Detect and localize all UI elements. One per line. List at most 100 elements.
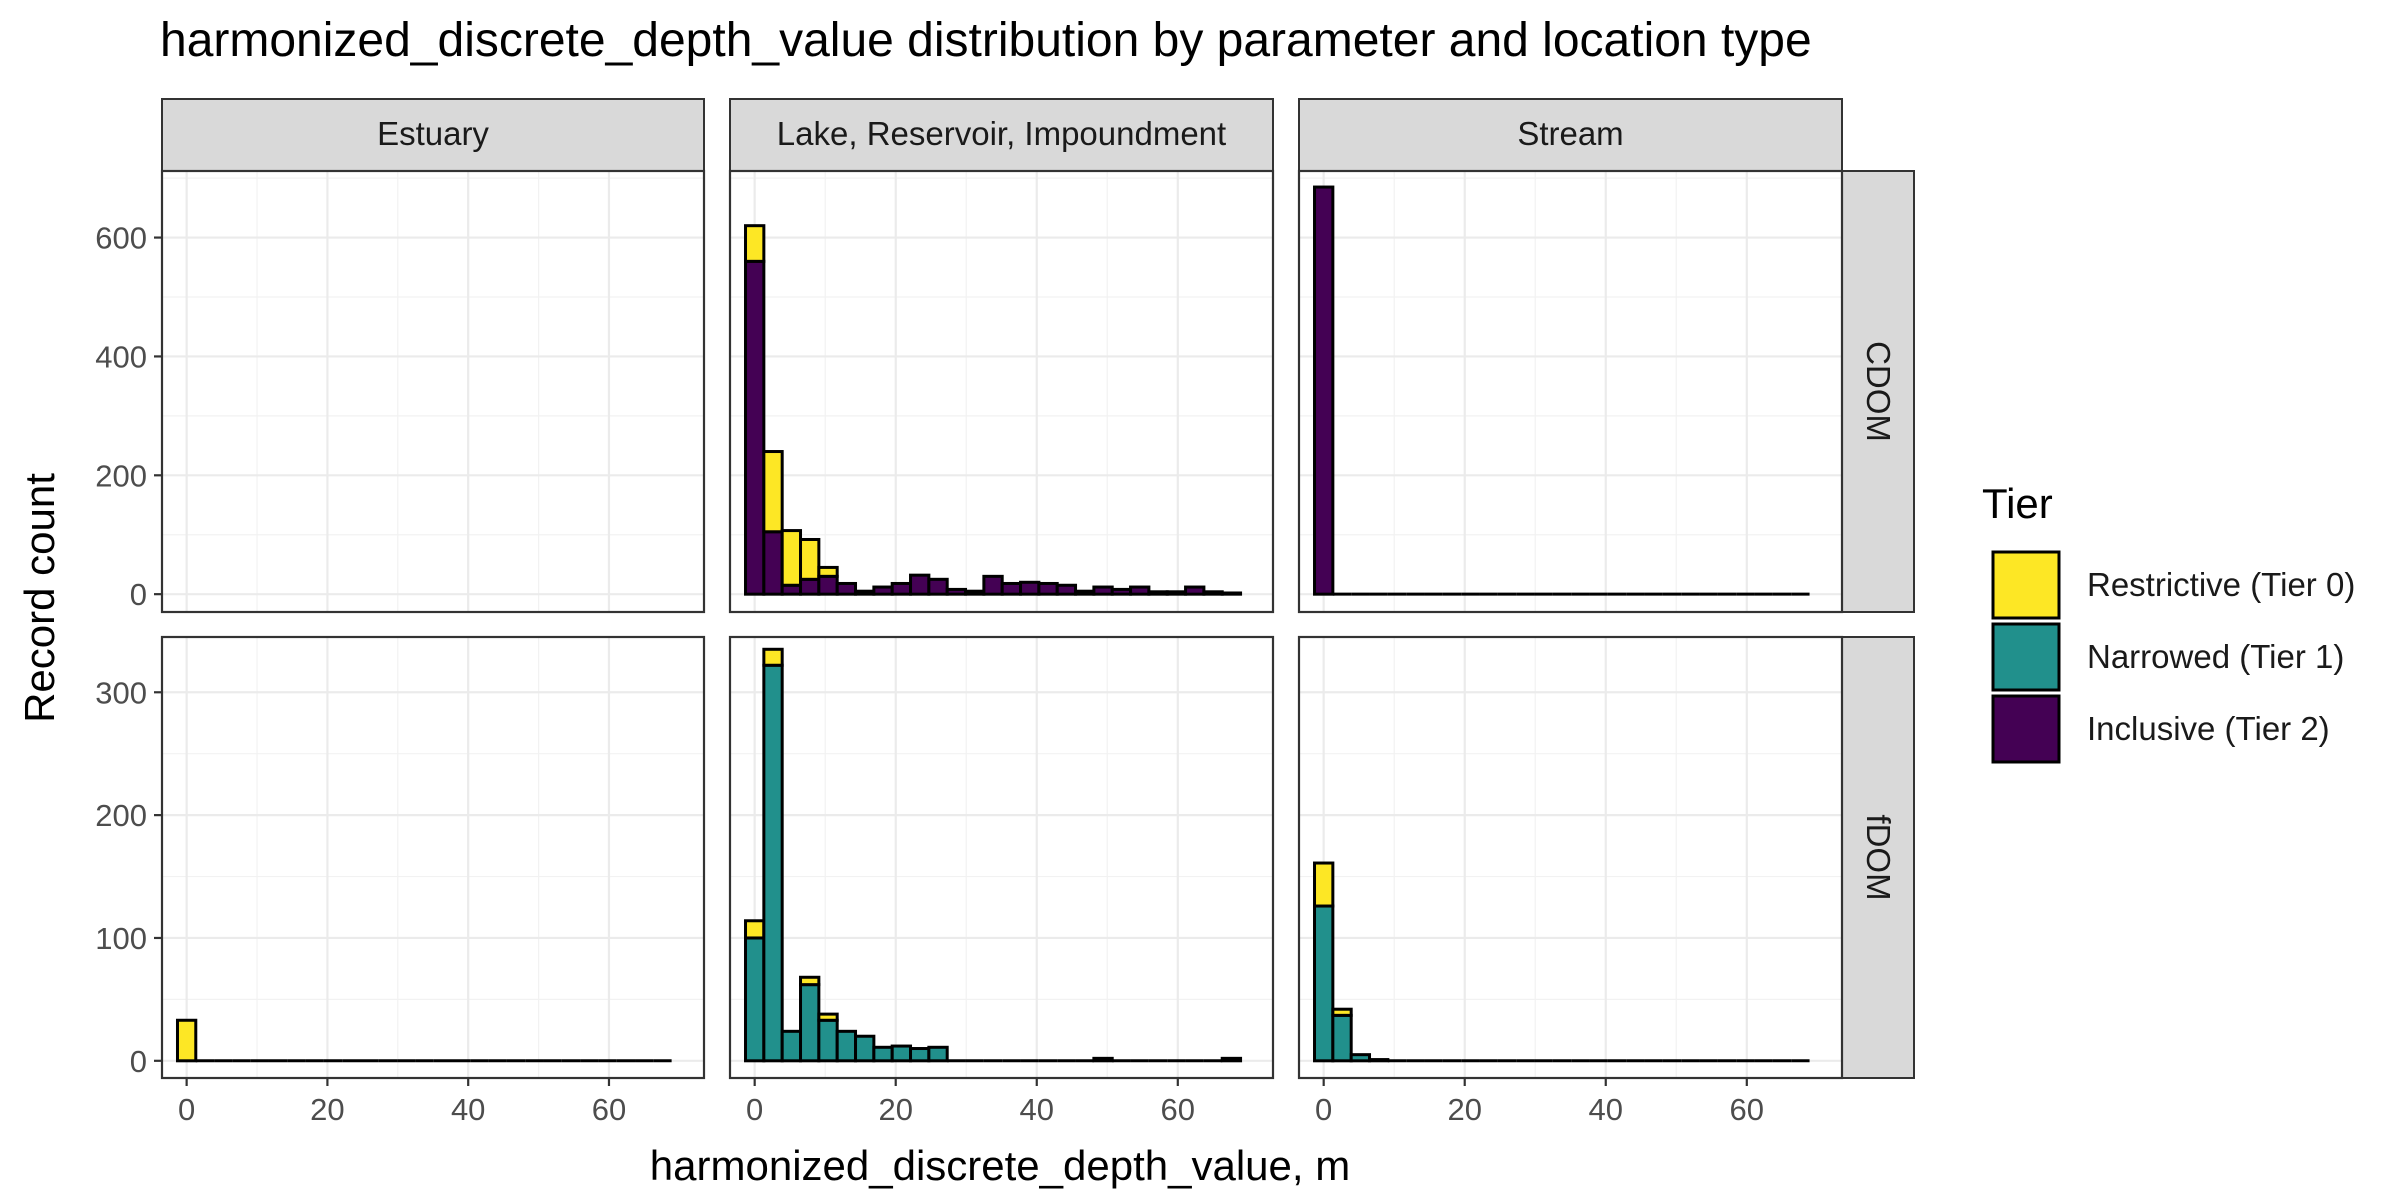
histogram-bar-tier1 [799,983,821,1063]
histogram-bar-tier1 [780,1029,803,1063]
x-tick-label: 40 [1020,1092,1054,1127]
chart-title: harmonized_discrete_depth_value distribu… [160,14,1812,67]
strip-label-stream: Stream [1517,115,1623,152]
strip-fdom [1841,636,1915,1079]
panel-cdom-lake-reservoir-impoundment [728,169,1275,614]
x-tick-label: 40 [451,1092,485,1127]
histogram-bar-tier2 [1147,590,1169,596]
legend-label-tier2: Inclusive (Tier 2) [2087,710,2330,747]
histogram-bar-tier1 [835,1029,858,1063]
histogram-bar-tier1 [890,1044,913,1063]
histogram-bar-tier1 [1092,1056,1114,1063]
x-tick-label: 60 [1730,1092,1764,1127]
y-tick-label: 100 [95,921,147,956]
x-tick-label: 20 [310,1092,344,1127]
x-tick-label: 40 [1589,1092,1623,1127]
histogram-bar-tier2 [1074,589,1096,596]
x-tick-label: 20 [878,1092,912,1127]
panel-fdom-stream: 0 20 40 60 [1297,635,1844,1127]
panel-border [1297,635,1844,1080]
histogram-bar-tier0 [780,529,803,587]
strip-estuary [161,98,705,172]
histogram-bar-tier0 [817,1012,839,1022]
histogram-bar-tier2 [1220,591,1243,596]
y-tick-label: 0 [130,1044,147,1079]
histogram-bar-tier2 [1092,585,1114,596]
y-tick-label: 0 [130,577,147,612]
x-tick-label: 20 [1447,1092,1481,1127]
histogram-bar-tier0 [762,647,784,667]
histogram-bar-tier2 [945,587,968,596]
strip-label-fdom: fDOM [1860,814,1897,900]
histogram-bar-tier2 [762,530,784,596]
histogram-bar-tier2 [854,589,876,596]
legend-label-tier0: Restrictive (Tier 0) [2087,566,2355,603]
histogram-bar-tier2 [927,577,949,596]
histogram-bar-tier0 [799,975,821,987]
facet-panels: Estuary Lake, Reservoir, Impoundment Strea… [95,98,1915,1127]
y-tick-label: 400 [95,339,147,374]
legend-swatch-tier2 [1991,694,2061,764]
histogram-bar-tier2 [964,589,986,596]
histogram-bar-tier2 [1110,587,1133,596]
histogram-bar-tier1 [744,936,766,1063]
x-tick-label: 60 [592,1092,626,1127]
histogram-bar-tier1 [762,663,784,1063]
legend: Tier Restrictive (Tier 0) Narrowed (Tier … [1982,480,2355,764]
histogram-bar-tier2 [1019,580,1041,596]
histogram-bar-tier2 [1000,581,1023,596]
histogram-bar-tier2 [1055,583,1078,596]
legend-title: Tier [1982,480,2053,527]
histogram-bar-tier1 [1313,904,1335,1063]
y-tick-label: 200 [95,458,147,493]
strip-cdom [1841,170,1915,613]
histogram-bar-tier2 [890,581,913,596]
x-tick-label: 0 [178,1092,195,1127]
histogram-bar-tier2 [1184,585,1206,596]
histogram-bar-tier1 [872,1045,894,1063]
panel-border [160,635,706,1080]
legend-swatch-tier1 [1991,622,2061,692]
histogram-bar-tier2 [1129,585,1151,596]
panel-border [1297,169,1844,614]
histogram-bar-tier0 [744,224,766,263]
histogram-bar-tier2 [872,585,894,596]
y-axis-title: Record count [16,473,63,723]
histogram-bar-tier2 [1037,581,1059,596]
histogram-bar-tier1 [817,1018,839,1063]
panel-fdom-estuary: 0 100 200 300 0 20 40 60 [95,635,706,1127]
y-tick-label: 200 [95,798,147,833]
strip-lake-reservoir-impoundment [729,98,1274,172]
strip-label-estuary: Estuary [377,115,489,152]
histogram-bar-tier1 [1331,1013,1353,1063]
histogram-bar-tier2 [799,577,821,596]
legend-label-tier1: Narrowed (Tier 1) [2087,638,2344,675]
histogram-bar-tier1 [1349,1053,1372,1063]
panel-border [728,169,1275,614]
histogram-bar-tier0 [817,565,839,578]
legend-swatch-tier0 [1991,550,2061,620]
histogram-bar-tier2 [909,573,931,596]
histogram-bar-tier1 [854,1034,876,1063]
histogram-bar-tier1 [1220,1056,1243,1063]
y-tick-label: 300 [95,675,147,710]
histogram-bar-tier0 [1313,861,1335,908]
histogram-bar-tier0 [744,919,766,940]
panel-cdom-stream [1297,169,1844,614]
histogram-bar-tier0 [1331,1007,1353,1017]
y-tick-label: 600 [95,221,147,256]
histogram-bar-tier2 [835,581,858,596]
histogram-bar-tier2 [1202,590,1224,596]
histogram-bar-tier2 [744,259,766,596]
strip-label-cdom: CDOM [1860,341,1897,442]
strip-label-lake-reservoir-impoundment: Lake, Reservoir, Impoundment [777,115,1226,152]
panel-cdom-estuary: 0 200 400 600 [95,169,706,614]
x-tick-label: 0 [1315,1092,1332,1127]
panel-border [728,635,1275,1080]
panel-fdom-lake-reservoir-impoundment: 0 20 40 60 [728,635,1275,1127]
x-tick-label: 0 [746,1092,763,1127]
histogram-bar-tier2 [817,574,839,596]
histogram-bar-tier2 [1313,185,1335,596]
strip-stream [1298,98,1843,172]
